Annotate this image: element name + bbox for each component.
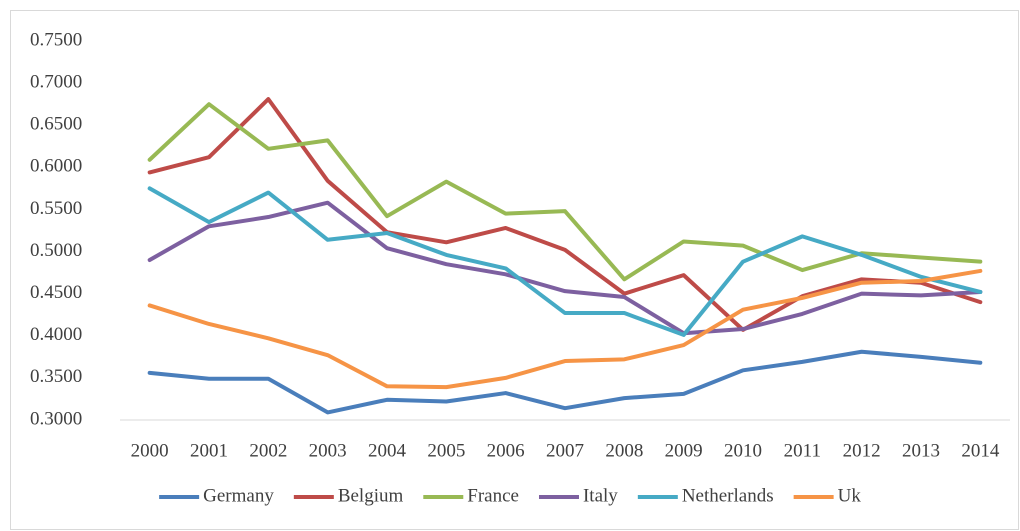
y-tick-label: 0.5500 — [30, 198, 82, 219]
x-tick-label: 2012 — [843, 440, 881, 461]
legend-label: Netherlands — [682, 485, 774, 506]
series-line — [147, 349, 983, 415]
legend-label: Belgium — [338, 485, 404, 506]
series-line — [147, 268, 983, 390]
x-tick-label: 2014 — [961, 440, 1000, 461]
legend-label: Germany — [203, 485, 274, 506]
x-tick-label: 2000 — [131, 440, 169, 461]
y-tick-label: 0.7000 — [30, 71, 82, 92]
x-tick-label: 2007 — [546, 440, 584, 461]
series-line — [147, 186, 983, 337]
legend-label: Italy — [583, 485, 618, 506]
legend-label: France — [467, 485, 519, 506]
legend-label: Uk — [838, 485, 862, 506]
x-tick-label: 2005 — [427, 440, 465, 461]
series-line — [147, 102, 983, 282]
x-tick-label: 2006 — [487, 440, 525, 461]
y-tick-label: 0.4500 — [30, 282, 82, 303]
chart-frame — [10, 10, 1019, 530]
x-tick-label: 2001 — [190, 440, 228, 461]
x-tick-label: 2011 — [784, 440, 821, 461]
y-tick-label: 0.6000 — [30, 156, 82, 177]
y-tick-label: 0.3500 — [30, 366, 82, 387]
x-tick-label: 2013 — [902, 440, 940, 461]
x-tick-label: 2010 — [724, 440, 762, 461]
series-line — [147, 200, 983, 336]
y-tick-label: 0.3000 — [30, 408, 82, 429]
x-tick-label: 2004 — [368, 440, 407, 461]
y-tick-label: 0.5000 — [30, 240, 82, 261]
y-tick-label: 0.6500 — [30, 114, 82, 135]
x-tick-label: 2002 — [249, 440, 287, 461]
x-tick-label: 2008 — [605, 440, 643, 461]
x-tick-label: 2009 — [665, 440, 703, 461]
y-tick-label: 0.7500 — [30, 29, 82, 50]
y-tick-label: 0.4000 — [30, 324, 82, 345]
series-line — [147, 97, 983, 332]
x-tick-label: 2003 — [309, 440, 347, 461]
